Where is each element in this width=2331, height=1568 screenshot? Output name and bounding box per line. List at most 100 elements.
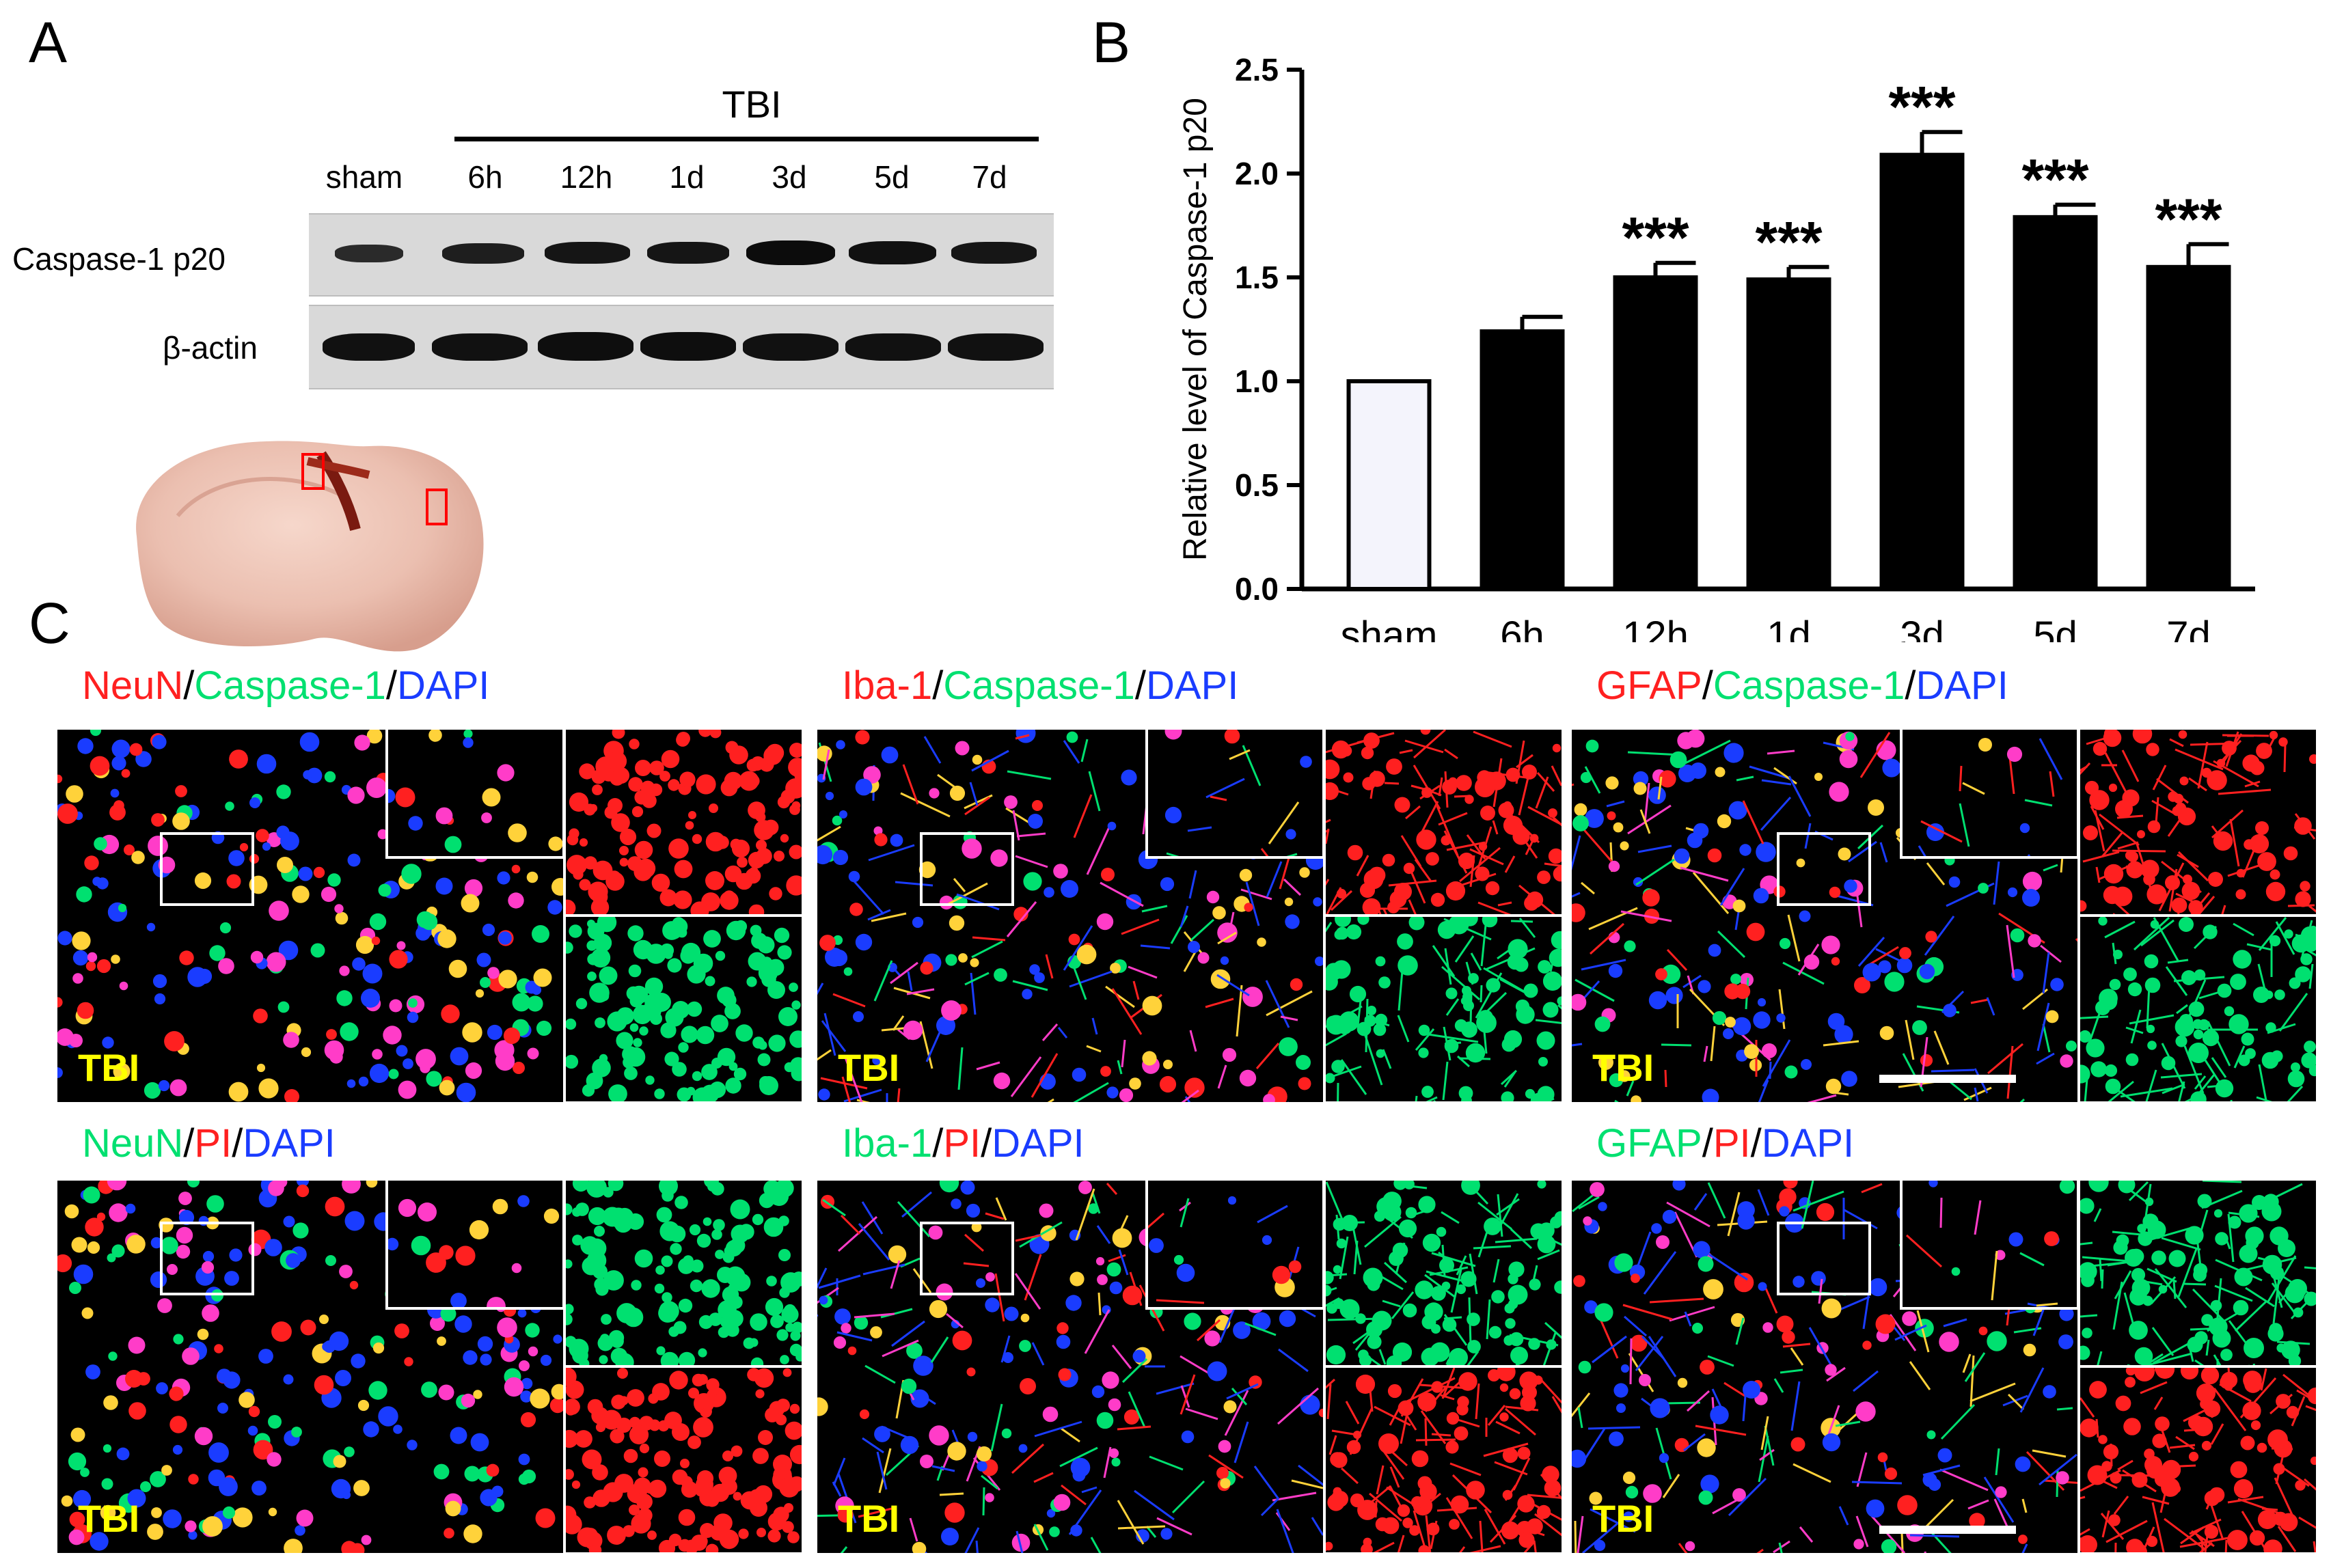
lane-label: 5d bbox=[874, 159, 910, 195]
lane-label: sham bbox=[325, 159, 403, 195]
channel-micrograph bbox=[566, 730, 802, 914]
tbi-label: TBI bbox=[838, 1046, 900, 1089]
bar-7d bbox=[2146, 264, 2231, 591]
stain-separator: / bbox=[932, 663, 944, 708]
stain-separator: / bbox=[1750, 1121, 1762, 1166]
channel-micrograph bbox=[2080, 730, 2316, 914]
channel-micrograph bbox=[566, 917, 802, 1101]
merged-micrograph: TBI bbox=[1572, 730, 2077, 1102]
stain-title: Iba-1/Caspase-1/DAPI bbox=[842, 663, 1238, 709]
region-box bbox=[160, 1222, 254, 1295]
actin-blot-strip bbox=[309, 305, 1054, 389]
panel-label-a: A bbox=[29, 10, 68, 74]
stain-name: Caspase-1 bbox=[943, 663, 1135, 708]
lane-label: 12h bbox=[560, 159, 613, 195]
y-axis-label: Relative level of Caspase-1 p20 bbox=[1177, 98, 1214, 561]
merged-micrograph: TBI bbox=[817, 730, 1323, 1102]
zoom-inset bbox=[1900, 1181, 2077, 1310]
channel-micrograph bbox=[2080, 917, 2316, 1101]
zoom-inset bbox=[385, 1181, 563, 1310]
stain-name: Caspase-1 bbox=[194, 663, 386, 708]
stain-name: PI bbox=[1713, 1121, 1751, 1166]
region-box bbox=[1777, 832, 1871, 906]
y-tick-label: 0.0 bbox=[1235, 571, 1279, 607]
stain-separator: / bbox=[1702, 1121, 1713, 1166]
channel-micrograph bbox=[566, 1368, 802, 1552]
channel-micrograph bbox=[1326, 1368, 1562, 1552]
caspase-bar-chart: 0.0 0.5 1.0 1.5 2.0 2.5 Relative level of Casp… bbox=[1121, 27, 2331, 658]
y-tick-label: 0.5 bbox=[1235, 467, 1279, 503]
region-box bbox=[160, 832, 254, 906]
y-tick-label: 1.0 bbox=[1235, 363, 1279, 399]
bar-sham bbox=[1346, 379, 1432, 591]
x-tick-label: 7d bbox=[2166, 614, 2211, 642]
caspase-blot-label: Caspase-1 p20 bbox=[12, 241, 226, 277]
tbi-group-bracket bbox=[454, 137, 1039, 141]
stain-name: NeuN bbox=[82, 1121, 184, 1166]
tbi-label: TBI bbox=[78, 1046, 140, 1089]
tbi-label: TBI bbox=[1592, 1046, 1654, 1089]
panel-label-b: B bbox=[1092, 10, 1131, 74]
stain-name: DAPI bbox=[397, 663, 490, 708]
stain-title: GFAP/Caspase-1/DAPI bbox=[1596, 663, 2008, 709]
merged-micrograph: TBI bbox=[57, 730, 563, 1102]
region-box bbox=[1777, 1222, 1871, 1295]
channel-micrograph bbox=[1326, 1181, 1562, 1365]
merged-micrograph: TBI bbox=[1572, 1181, 2077, 1553]
lane-label: 1d bbox=[669, 159, 705, 195]
stain-separator: / bbox=[1702, 663, 1713, 708]
stain-separator: / bbox=[932, 1121, 944, 1166]
stain-name: Caspase-1 bbox=[1713, 663, 1905, 708]
significance-marker: *** bbox=[2155, 187, 2222, 251]
tbi-group-label: TBI bbox=[722, 83, 782, 126]
tbi-label: TBI bbox=[838, 1497, 900, 1540]
scale-bar bbox=[1879, 1526, 2016, 1534]
caspase-blot-strip bbox=[309, 213, 1054, 297]
bar-6h bbox=[1480, 329, 1565, 591]
scale-bar bbox=[1879, 1075, 2016, 1083]
brain-slice-photo bbox=[116, 427, 499, 659]
stain-name: PI bbox=[943, 1121, 981, 1166]
merged-micrograph: TBI bbox=[57, 1181, 563, 1553]
channel-micrograph bbox=[1326, 917, 1562, 1101]
significance-marker: *** bbox=[1888, 74, 1955, 139]
zoom-inset bbox=[1900, 730, 2077, 859]
bar-5d bbox=[2013, 215, 2098, 591]
channel-micrograph bbox=[1326, 730, 1562, 914]
stain-separator: / bbox=[1905, 663, 1916, 708]
zoom-inset bbox=[1145, 730, 1323, 859]
lane-label: 6h bbox=[467, 159, 503, 195]
panel-label-c: C bbox=[29, 591, 70, 655]
tbi-label: TBI bbox=[1592, 1497, 1654, 1540]
tbi-label: TBI bbox=[78, 1497, 140, 1540]
stain-name: DAPI bbox=[243, 1121, 336, 1166]
y-tick-label: 2.5 bbox=[1235, 52, 1279, 87]
bar-chart-svg: 0.0 0.5 1.0 1.5 2.0 2.5 Relative level of Casp… bbox=[1177, 52, 2255, 658]
stain-name: Iba-1 bbox=[842, 1121, 933, 1166]
channel-micrograph bbox=[2080, 1368, 2316, 1552]
stain-name: PI bbox=[194, 1121, 232, 1166]
region-box bbox=[920, 832, 1014, 906]
significance-marker: *** bbox=[1622, 206, 1689, 270]
region-box bbox=[920, 1222, 1014, 1295]
bar-1d bbox=[1746, 277, 1831, 591]
x-tick-label: 6h bbox=[1500, 614, 1544, 642]
stain-separator: / bbox=[183, 1121, 195, 1166]
stain-name: DAPI bbox=[992, 1121, 1085, 1166]
stain-title: NeuN/Caspase-1/DAPI bbox=[82, 663, 489, 709]
y-tick-label: 1.5 bbox=[1235, 260, 1279, 295]
stain-title: NeuN/PI/DAPI bbox=[82, 1120, 336, 1166]
stain-separator: / bbox=[385, 663, 398, 708]
actin-blot-label: β-actin bbox=[163, 330, 258, 366]
x-tick-label: 1d bbox=[1767, 614, 1811, 642]
stain-name: NeuN bbox=[82, 663, 184, 708]
stain-title: GFAP/PI/DAPI bbox=[1596, 1120, 1854, 1166]
x-tick-label: 3d bbox=[1900, 614, 1944, 642]
channel-micrograph bbox=[2080, 1181, 2316, 1365]
x-tick-label: 5d bbox=[2033, 614, 2077, 642]
bar-3d bbox=[1879, 152, 1965, 591]
stain-separator: / bbox=[1134, 663, 1146, 708]
stain-name: DAPI bbox=[1916, 663, 2008, 708]
zoom-inset bbox=[1145, 1181, 1323, 1310]
stain-name: GFAP bbox=[1596, 663, 1702, 708]
